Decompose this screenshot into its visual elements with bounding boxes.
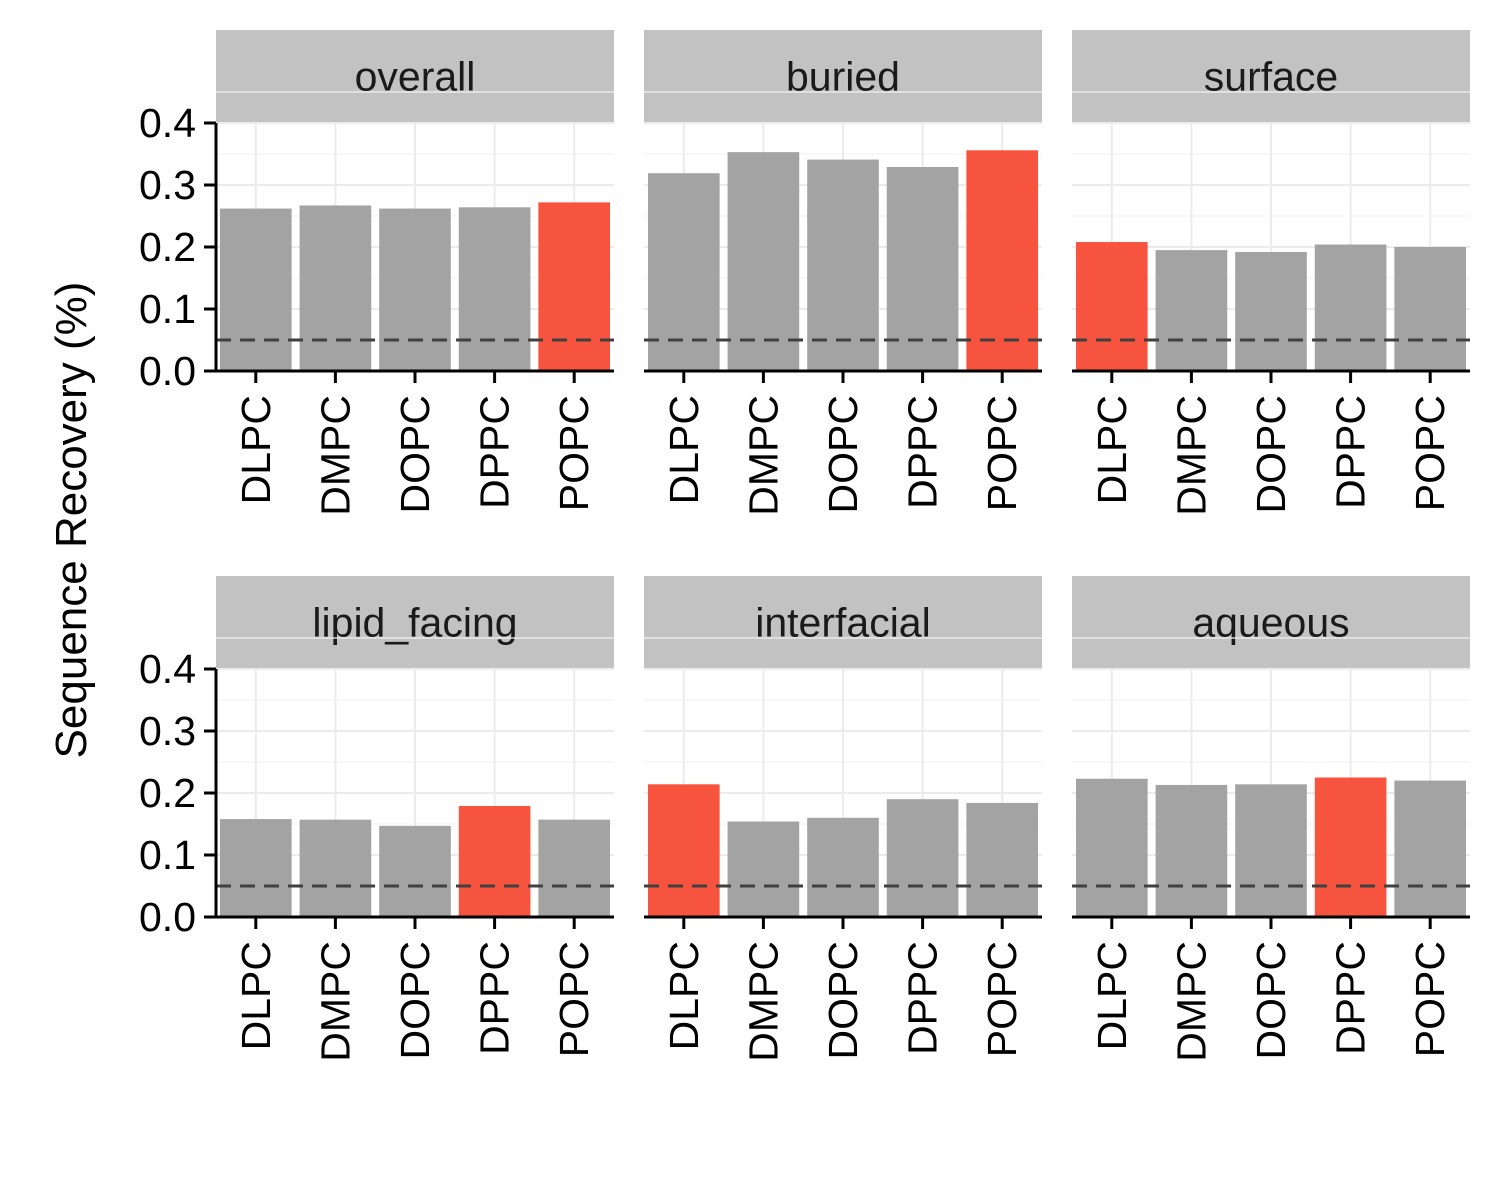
bar-dlpc bbox=[1075, 242, 1148, 371]
x-tick-label: POPC bbox=[979, 395, 1025, 511]
x-tick-label: POPC bbox=[979, 941, 1025, 1057]
x-tick-label: DMPC bbox=[1168, 941, 1214, 1062]
x-tick-label: DPPC bbox=[900, 941, 946, 1055]
y-tick-label: 0.3 bbox=[139, 162, 196, 208]
x-tick-label: DMPC bbox=[1168, 395, 1214, 516]
bar-dmpc bbox=[1155, 784, 1228, 917]
strip-background bbox=[644, 30, 1042, 123]
strip-background bbox=[216, 30, 614, 123]
bar-dmpc bbox=[727, 821, 800, 917]
strip-background bbox=[1072, 576, 1470, 669]
bar-dppc bbox=[458, 207, 531, 371]
x-tick-label: DLPC bbox=[233, 941, 279, 1050]
x-tick-label: DOPC bbox=[1248, 941, 1294, 1059]
y-tick-label: 0.2 bbox=[139, 770, 196, 816]
x-tick-label: DPPC bbox=[472, 941, 518, 1055]
x-tick-label: DMPC bbox=[312, 395, 358, 516]
x-tick-label: DOPC bbox=[392, 395, 438, 513]
x-tick-label: DPPC bbox=[900, 395, 946, 509]
x-tick-label: DLPC bbox=[233, 395, 279, 504]
bar-dmpc bbox=[299, 205, 372, 371]
y-tick-label: 0.1 bbox=[139, 286, 196, 332]
bar-dopc bbox=[379, 208, 451, 371]
bar-dopc bbox=[807, 159, 879, 371]
y-tick-label: 0.1 bbox=[139, 832, 196, 878]
x-tick-label: DMPC bbox=[740, 941, 786, 1062]
bar-dppc bbox=[886, 799, 959, 917]
bar-popc bbox=[538, 819, 611, 917]
bar-popc bbox=[538, 202, 611, 371]
bar-dopc bbox=[1235, 784, 1307, 917]
x-tick-label: POPC bbox=[551, 941, 597, 1057]
bar-dlpc bbox=[219, 819, 292, 917]
strip-background bbox=[216, 576, 614, 669]
x-tick-label: DMPC bbox=[740, 395, 786, 516]
x-tick-label: DLPC bbox=[661, 941, 707, 1050]
x-tick-label: DPPC bbox=[1328, 395, 1374, 509]
x-tick-label: DLPC bbox=[1089, 395, 1135, 504]
x-tick-label: DPPC bbox=[1328, 941, 1374, 1055]
y-axis-label: Sequence Recovery (%) bbox=[47, 282, 96, 759]
bar-dppc bbox=[1314, 244, 1387, 371]
bar-dlpc bbox=[647, 784, 720, 917]
bar-dppc bbox=[458, 806, 531, 917]
y-tick-label: 0.0 bbox=[139, 894, 196, 940]
x-tick-label: POPC bbox=[1407, 941, 1453, 1057]
bar-dmpc bbox=[299, 819, 372, 917]
y-tick-label: 0.4 bbox=[139, 646, 196, 692]
y-tick-label: 0.0 bbox=[139, 348, 196, 394]
bar-popc bbox=[966, 802, 1039, 917]
bar-dopc bbox=[807, 817, 879, 917]
y-tick-label: 0.3 bbox=[139, 708, 196, 754]
x-tick-label: POPC bbox=[551, 395, 597, 511]
y-tick-label: 0.2 bbox=[139, 224, 196, 270]
bar-dlpc bbox=[219, 208, 292, 371]
x-tick-label: DLPC bbox=[1089, 941, 1135, 1050]
x-tick-label: DOPC bbox=[392, 941, 438, 1059]
bar-dppc bbox=[886, 167, 959, 371]
bar-dppc bbox=[1314, 777, 1387, 917]
bar-popc bbox=[1394, 247, 1467, 371]
x-tick-label: DMPC bbox=[312, 941, 358, 1062]
bar-dmpc bbox=[1155, 250, 1228, 371]
bar-popc bbox=[1394, 780, 1467, 917]
bar-dopc bbox=[379, 825, 451, 917]
y-tick-label: 0.4 bbox=[139, 100, 196, 146]
x-tick-label: DOPC bbox=[820, 395, 866, 513]
x-tick-label: DLPC bbox=[661, 395, 707, 504]
x-tick-label: DOPC bbox=[1248, 395, 1294, 513]
x-tick-label: DOPC bbox=[820, 941, 866, 1059]
bar-dlpc bbox=[647, 173, 720, 371]
bar-dopc bbox=[1235, 251, 1307, 371]
bar-popc bbox=[966, 150, 1039, 371]
bar-dmpc bbox=[727, 152, 800, 371]
strip-background bbox=[1072, 30, 1470, 123]
x-tick-label: DPPC bbox=[472, 395, 518, 509]
x-tick-label: POPC bbox=[1407, 395, 1453, 511]
bar-dlpc bbox=[1075, 778, 1148, 917]
strip-background bbox=[644, 576, 1042, 669]
